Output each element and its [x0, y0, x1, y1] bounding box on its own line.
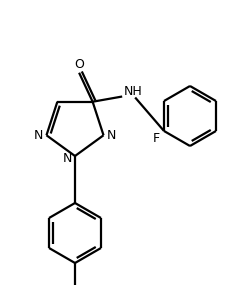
Text: N: N: [62, 153, 72, 166]
Text: F: F: [152, 132, 160, 145]
Text: N: N: [34, 129, 43, 142]
Text: O: O: [74, 58, 84, 71]
Text: NH: NH: [124, 85, 143, 98]
Text: N: N: [107, 129, 116, 142]
